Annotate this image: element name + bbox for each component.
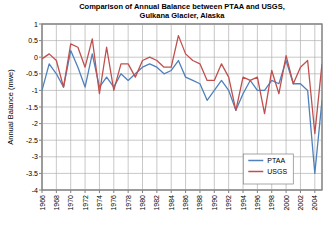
y-tick-label: -2.5 — [26, 137, 38, 144]
y-grid — [42, 140, 322, 141]
x-grid — [85, 24, 86, 190]
y-tick-label: 0 — [34, 54, 38, 61]
subtitle: Gulkana Glacier, Alaska — [140, 11, 226, 20]
x-tick-label: 1980 — [139, 195, 146, 211]
x-tick-label: 1996 — [254, 195, 261, 211]
x-grid — [56, 24, 57, 190]
x-tick-label: 1982 — [153, 195, 160, 211]
plot-frame — [42, 24, 322, 190]
x-grid — [128, 24, 129, 190]
x-tick-label: 1998 — [268, 195, 275, 211]
y-tick-label: -1.5 — [26, 104, 38, 111]
x-tick-label: 1986 — [182, 195, 189, 211]
legend-label: PTAA — [267, 157, 285, 164]
x-tick-label: 1978 — [125, 195, 132, 211]
x-grid — [171, 24, 172, 190]
y-grid — [42, 73, 322, 74]
x-grid — [199, 24, 200, 190]
x-tick-label: 1994 — [240, 195, 247, 211]
x-grid — [300, 24, 301, 190]
legend: PTAA USGS — [243, 154, 293, 184]
x-tick-label: 1976 — [110, 195, 117, 211]
y-tick-label: -4 — [32, 187, 38, 194]
x-tick-label: 2000 — [283, 195, 290, 211]
series-group — [42, 36, 322, 174]
y-grid — [42, 123, 322, 124]
x-tick-label: 2004 — [311, 195, 318, 211]
x-tick-label: 1984 — [168, 195, 175, 211]
x-tick-label: 1968 — [53, 195, 60, 211]
y-tick-label: 1 — [34, 21, 38, 28]
x-tick-label: 1988 — [196, 195, 203, 211]
x-tick-label: 1992 — [225, 195, 232, 211]
legend-label: USGS — [267, 168, 287, 175]
y-grid — [42, 40, 322, 41]
y-tick-label: -1 — [32, 87, 38, 94]
x-grid — [99, 24, 100, 190]
title: Comparison of Annual Balance between PTA… — [79, 2, 285, 11]
chart: Comparison of Annual Balance between PTA… — [0, 0, 330, 225]
legend-swatch — [248, 160, 263, 162]
series-line — [42, 36, 322, 134]
y-tick-label: -3 — [32, 153, 38, 160]
x-tick-label: 1974 — [96, 195, 103, 211]
legend-box — [243, 154, 293, 184]
y-axis-label: Annual Balance (mwe) — [6, 69, 15, 145]
y-grid — [42, 57, 322, 58]
x-grid — [228, 24, 229, 190]
x-tick-label: 1966 — [39, 195, 46, 211]
legend-swatch — [248, 171, 263, 173]
y-grid — [42, 107, 322, 108]
x-tick-label: 1990 — [211, 195, 218, 211]
y-tick-label: -3.5 — [26, 170, 38, 177]
x-grid — [156, 24, 157, 190]
x-tick-label: 1972 — [82, 195, 89, 211]
x-grid — [185, 24, 186, 190]
plot-border — [42, 24, 322, 190]
y-tick-label: 0.5 — [28, 37, 38, 44]
x-grid — [214, 24, 215, 190]
y-tick-label: -2 — [32, 120, 38, 127]
x-tick-label: 1970 — [67, 195, 74, 211]
x-tick-label: 2002 — [297, 195, 304, 211]
y-tick-label: -0.5 — [26, 70, 38, 77]
x-grid — [113, 24, 114, 190]
x-grid — [142, 24, 143, 190]
